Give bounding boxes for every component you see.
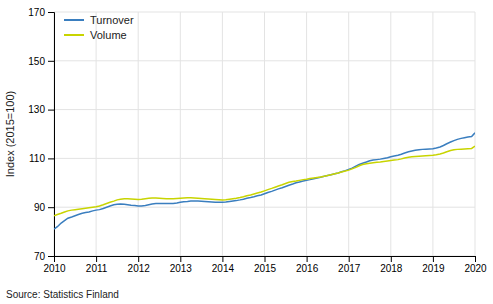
legend-item: Turnover [64,14,134,26]
x-tick-label: 2014 [212,263,235,274]
grid-line-y [54,158,475,159]
y-tick-label: 150 [28,56,45,67]
x-tick: 2011 [86,256,108,274]
y-tick: 170 [28,7,54,18]
x-tick: 2014 [212,256,235,274]
y-tick-mark [48,207,54,208]
y-tick-mark [48,12,54,13]
y-tick: 90 [34,202,54,213]
x-tick-label: 2010 [43,263,66,274]
y-tick-label: 90 [34,202,46,213]
x-tick-label: 2012 [128,263,151,274]
grid-line-x [138,12,139,256]
grid-line-x [390,12,391,256]
grid-line-y [54,12,475,13]
grid-line-x [264,12,265,256]
x-tick-label: 2015 [254,263,277,274]
y-tick-mark [48,158,54,159]
series-line [54,133,475,229]
grid-line-y [54,207,475,208]
x-tick-mark [180,256,181,262]
x-tick-label: 2016 [296,263,319,274]
x-tick-mark [265,256,266,262]
x-tick-label: 2019 [422,263,445,274]
y-tick-mark [48,110,54,111]
x-tick: 2010 [43,256,66,274]
x-tick: 2019 [422,256,445,274]
axis-domain [55,257,476,263]
x-tick: 2012 [128,256,151,274]
axis-domain [48,13,55,257]
x-tick-mark [391,256,392,262]
x-tick-label: 2017 [338,263,361,274]
x-tick: 2017 [338,256,361,274]
legend-swatch [64,34,84,36]
grid-line-x [306,12,307,256]
y-tick-label: 130 [28,104,45,115]
x-tick-mark [307,256,308,262]
y-tick-label: 110 [29,153,45,164]
x-tick-label: 2011 [86,263,108,274]
legend-label: Turnover [90,14,134,26]
chart: 2010 2011 2012 2013 2014 2015 2016 2017 2018 2019… [0,0,493,304]
x-tick-mark [475,256,476,262]
y-tick-mark [48,256,54,257]
x-tick-mark [433,256,434,262]
x-tick-label: 2020 [464,263,487,274]
legend: Turnover Volume [64,14,134,41]
legend-swatch [64,19,84,21]
y-tick: 70 [34,251,54,262]
x-tick-mark [138,256,139,262]
x-tick-mark [349,256,350,262]
y-axis: 70 90 110 130 150 170 [28,7,54,262]
x-tick-label: 2018 [380,263,403,274]
legend-label: Volume [90,29,127,41]
grid [54,12,475,256]
y-tick: 130 [28,104,54,115]
grid-line-x [432,12,433,256]
x-axis: 2010 2011 2012 2013 2014 2015 2016 2017 2018 2019… [43,256,487,274]
legend-item: Volume [64,29,127,41]
x-tick: 2015 [254,256,277,274]
grid-line-y [54,60,475,61]
series-line [54,146,475,216]
x-tick-mark [222,256,223,262]
y-tick-label: 70 [34,251,46,262]
y-tick-mark [48,61,54,62]
grid-line-x [222,12,223,256]
x-tick: 2013 [170,256,193,274]
grid-line-x [96,12,97,256]
y-tick-label: 170 [28,7,45,18]
y-axis-title: Index (2015=100) [4,91,16,178]
x-tick: 2016 [296,256,319,274]
plot-area [54,133,475,229]
x-tick-mark [96,256,97,262]
x-tick: 2018 [380,256,403,274]
grid-line-x [348,12,349,256]
grid-line-x [180,12,181,256]
y-tick: 110 [29,153,54,164]
grid-line-y [54,109,475,110]
y-tick: 150 [28,56,54,67]
x-tick-label: 2013 [170,263,193,274]
source-note: Source: Statistics Finland [6,289,119,300]
x-tick: 2020 [464,256,487,274]
